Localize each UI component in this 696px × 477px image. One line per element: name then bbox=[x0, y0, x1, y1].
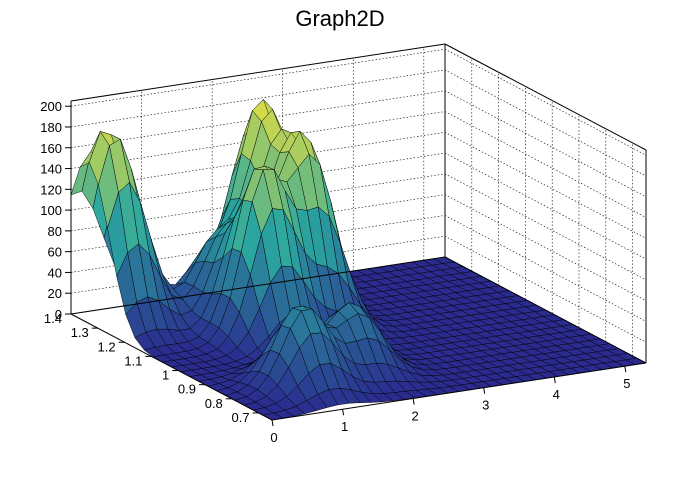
y-tick-label: 1.2 bbox=[98, 339, 116, 354]
frame-edge bbox=[444, 43, 647, 151]
z-tick-label: 60 bbox=[48, 245, 62, 260]
x-tick-mark bbox=[624, 366, 627, 373]
y-axis-line bbox=[70, 313, 273, 421]
frame-edge bbox=[70, 256, 446, 315]
x-tick-label: 5 bbox=[623, 376, 630, 391]
x-tick-mark bbox=[553, 376, 556, 384]
z-tick-label: 200 bbox=[40, 99, 62, 114]
grid-line bbox=[70, 90, 647, 198]
y-tick-label: 0.7 bbox=[232, 410, 250, 425]
z-tick-label: 180 bbox=[40, 120, 62, 135]
grid-line bbox=[70, 69, 647, 177]
z-tick-label: 0 bbox=[55, 307, 62, 322]
x-tick-label: 2 bbox=[412, 408, 419, 423]
z-tick-label: 40 bbox=[48, 265, 62, 280]
surface-mesh bbox=[70, 98, 647, 421]
z-tick-label: 120 bbox=[40, 182, 62, 197]
grid-line bbox=[70, 48, 647, 156]
x-tick-label: 3 bbox=[482, 398, 489, 413]
x-tick-label: 4 bbox=[553, 387, 560, 402]
z-tick-label: 80 bbox=[48, 224, 62, 239]
x-tick-mark bbox=[342, 409, 345, 416]
z-tick-label: 160 bbox=[40, 141, 62, 156]
x-tick-mark bbox=[483, 387, 486, 394]
grid-line bbox=[70, 111, 647, 218]
grid-line bbox=[70, 152, 647, 260]
chart-title: Graph2D bbox=[295, 6, 384, 31]
x-tick-mark bbox=[412, 398, 415, 405]
frame-box bbox=[70, 43, 647, 421]
y-tick-label: 0.9 bbox=[178, 382, 196, 397]
axis-ticks: 0123450.70.80.911.11.21.31.4020406080100… bbox=[40, 99, 630, 445]
x-axis-line bbox=[271, 362, 647, 421]
grid-line bbox=[70, 132, 647, 239]
frame-edge bbox=[444, 256, 647, 364]
x-tick-mark bbox=[271, 419, 274, 427]
y-tick-label: 1.3 bbox=[71, 325, 89, 340]
y-tick-label: 0.8 bbox=[205, 396, 223, 411]
z-tick-label: 140 bbox=[40, 162, 62, 177]
x-tick-label: 1 bbox=[341, 419, 348, 434]
frame-edge bbox=[70, 43, 446, 102]
y-tick-label: 1.4 bbox=[44, 311, 62, 326]
z-tick-label: 20 bbox=[48, 286, 62, 301]
y-tick-label: 1 bbox=[162, 368, 169, 383]
y-tick-label: 1.1 bbox=[124, 353, 142, 368]
x-tick-label: 0 bbox=[270, 430, 277, 445]
z-tick-label: 100 bbox=[40, 203, 62, 218]
